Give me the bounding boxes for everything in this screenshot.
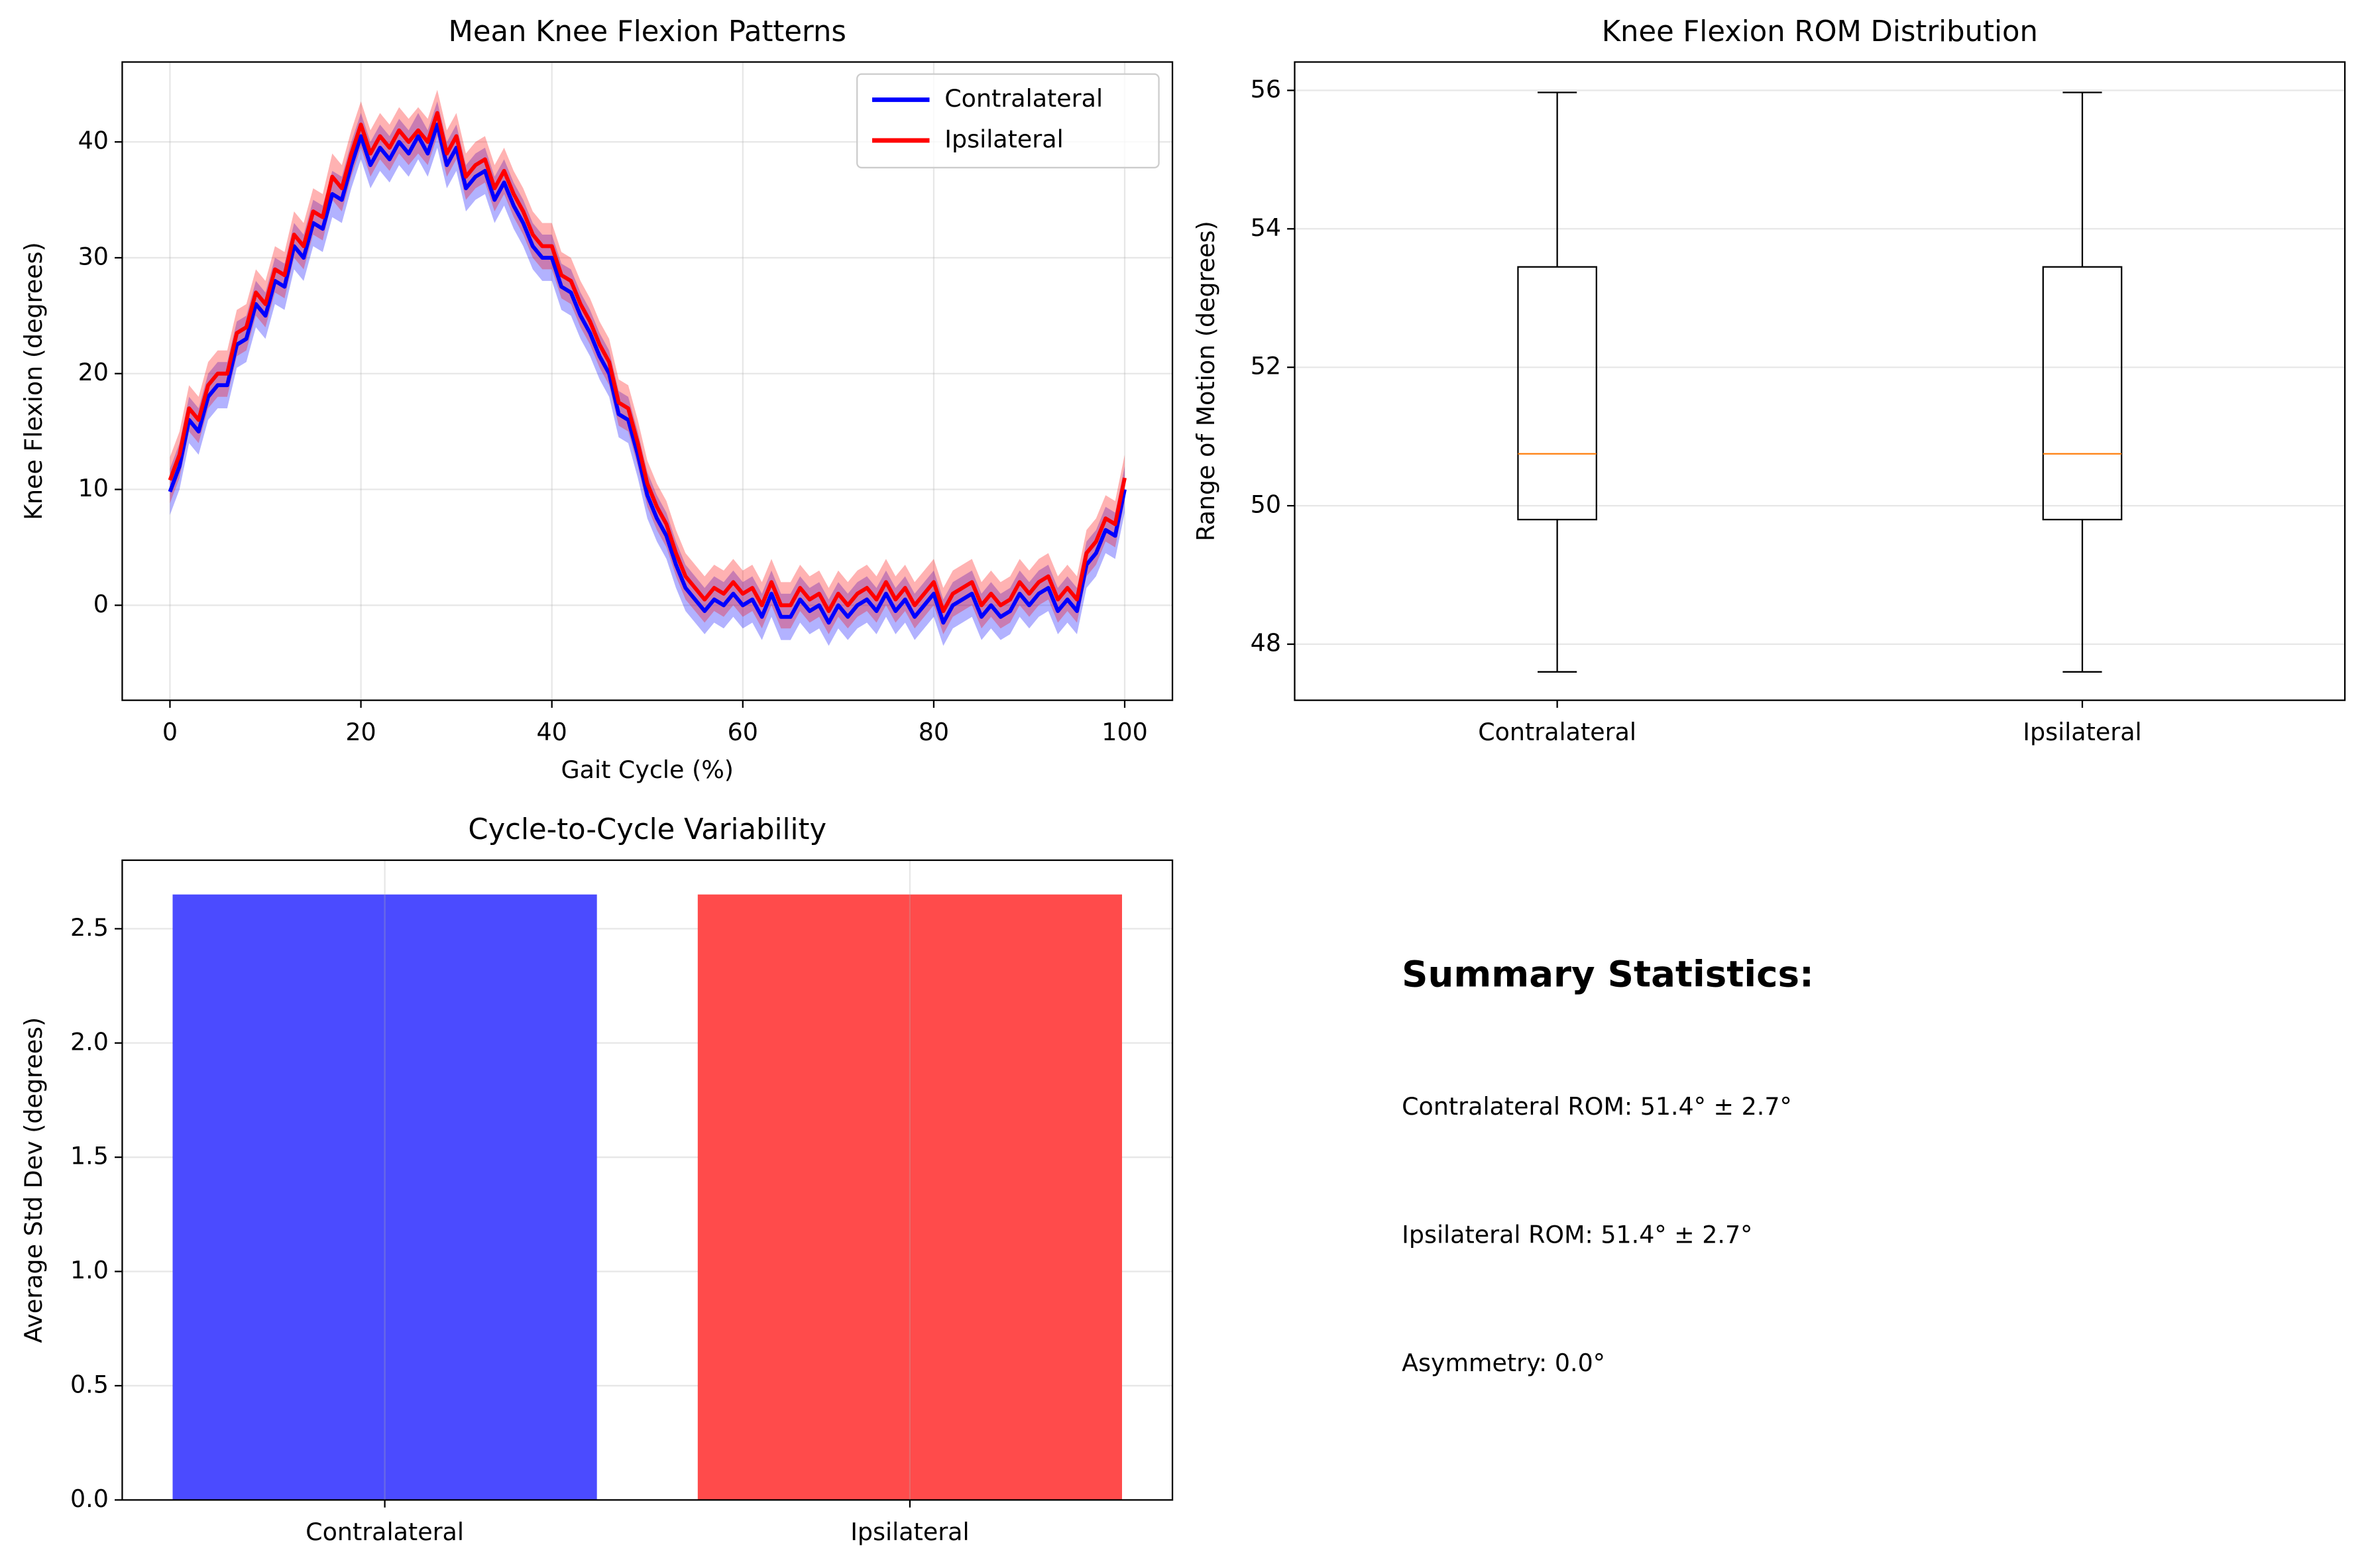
y-tick-label: 1.5: [70, 1142, 109, 1170]
bar: [697, 894, 1122, 1500]
chart-title: Knee Flexion ROM Distribution: [1602, 15, 2038, 48]
axes-frame: [121, 859, 1174, 1501]
summary-line: Ipsilateral ROM: 51.4° ± 2.7°: [1402, 1220, 1752, 1249]
chart-title: Cycle-to-Cycle Variability: [468, 813, 826, 846]
y-axis-label: Average Std Dev (degrees): [19, 1017, 48, 1343]
bar: [172, 894, 597, 1500]
axes-frame: [1294, 61, 2346, 701]
y-tick-label: 10: [78, 474, 109, 502]
summary-title: Summary Statistics:: [1402, 952, 1814, 995]
y-tick-label: 0.5: [70, 1370, 109, 1398]
legend-label: Contralateral: [944, 84, 1103, 113]
summary-line: Contralateral ROM: 51.4° ± 2.7°: [1402, 1092, 1792, 1121]
y-tick-label: 48: [1251, 629, 1281, 657]
y-tick-label: 0: [93, 590, 109, 618]
y-tick-label: 40: [78, 127, 109, 155]
x-tick-label: Ipsilateral: [850, 1518, 969, 1546]
box: [1517, 266, 1597, 521]
y-tick-label: 54: [1251, 213, 1281, 242]
x-tick-label: 40: [537, 718, 567, 746]
x-tick-label: 60: [728, 718, 758, 746]
legend-label: Ipsilateral: [944, 125, 1063, 153]
x-tick-label: 0: [162, 718, 178, 746]
y-tick-label: 2.0: [70, 1027, 109, 1056]
line: [168, 111, 1127, 614]
y-tick-label: 0.0: [70, 1484, 109, 1513]
legend-frame: [856, 73, 1160, 169]
y-tick-label: 50: [1251, 490, 1281, 519]
y-tick-label: 2.5: [70, 913, 109, 942]
x-tick-label: 80: [919, 718, 949, 746]
y-tick-label: 52: [1251, 352, 1281, 380]
y-axis-label: Knee Flexion (degrees): [19, 242, 48, 520]
axes-frame: [121, 61, 1174, 701]
line: [168, 122, 1127, 625]
x-tick-label: Contralateral: [1478, 718, 1636, 746]
y-tick-label: 30: [78, 242, 109, 270]
y-tick-label: 20: [78, 358, 109, 386]
x-axis-label: Gait Cycle (%): [561, 756, 734, 784]
y-tick-label: 56: [1251, 75, 1281, 103]
y-tick-label: 1.0: [70, 1256, 109, 1284]
y-axis-label: Range of Motion (degrees): [1192, 221, 1220, 541]
x-tick-label: 20: [345, 718, 376, 746]
box: [2042, 266, 2123, 521]
x-tick-label: Ipsilateral: [2023, 718, 2141, 746]
chart-title: Mean Knee Flexion Patterns: [449, 15, 846, 48]
x-tick-label: 100: [1101, 718, 1148, 746]
summary-line: Asymmetry: 0.0°: [1402, 1349, 1605, 1377]
x-tick-label: Contralateral: [306, 1518, 464, 1546]
error-band: [170, 89, 1125, 635]
